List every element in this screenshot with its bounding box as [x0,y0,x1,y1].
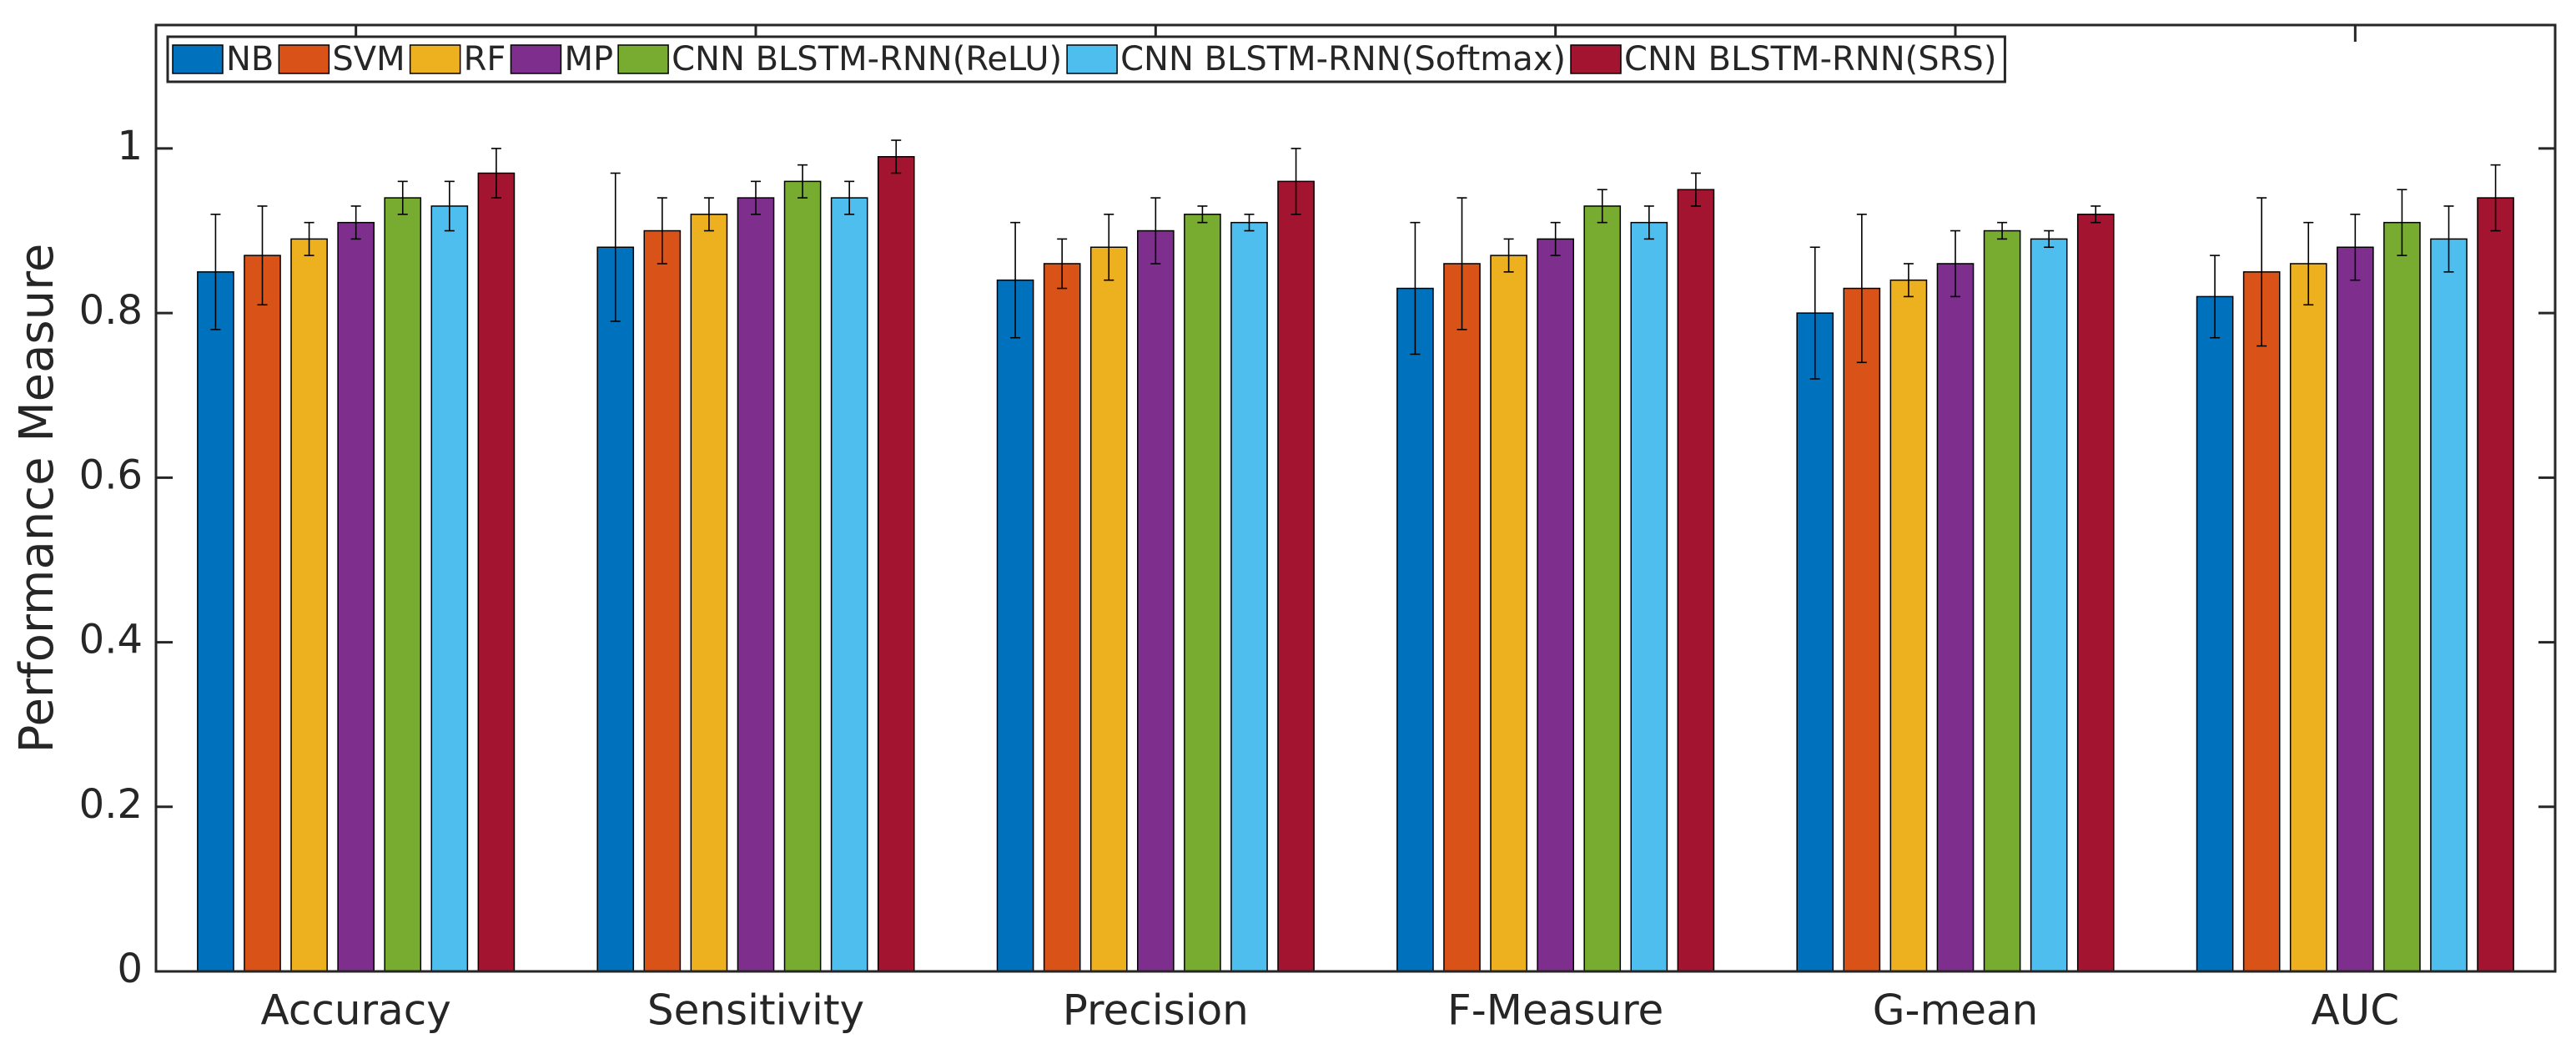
x-tick-label: Precision [1063,986,1249,1035]
bar [1230,221,1268,972]
legend-swatch [510,44,562,74]
legend-swatch [1066,44,1118,74]
bar [244,255,281,972]
legend-swatch [617,44,669,74]
bar [1490,255,1527,972]
bar [1137,229,1175,972]
bar [1443,263,1481,972]
bar [197,271,234,972]
bar [690,214,728,972]
bar [1843,287,1881,972]
x-tick-label: G-mean [1873,986,2039,1035]
bar [290,238,328,972]
legend-label: CNN BLSTM-RNN(ReLU) [672,40,1062,78]
bar [2289,263,2327,972]
bar [1583,205,1622,972]
bar [1889,279,1928,972]
bar [337,221,375,972]
bar [1396,287,1434,972]
y-tick-label: 0.4 [79,617,143,663]
bar [384,197,422,972]
y-tick-label: 1 [117,123,143,169]
bar [737,197,775,972]
bar [1184,214,1221,972]
bar [996,279,1034,972]
bar [1983,229,2021,972]
bar [2337,246,2374,972]
bar [596,246,635,972]
bar [2196,295,2234,972]
plot-frame [154,23,2557,973]
x-tick-label: AUC [2311,986,2399,1035]
legend-swatch [409,44,461,74]
bar [1796,312,1834,972]
y-tick-label: 0.8 [79,287,143,334]
bar [1089,246,1128,972]
bar [2030,238,2068,972]
bar [2477,197,2514,972]
legend-label: SVM [332,40,405,78]
legend-swatch [172,44,224,74]
legend-label: RF [464,40,506,78]
bar [2430,238,2468,972]
bar [2242,271,2281,972]
bar [1043,263,1081,972]
bar [1277,180,1315,972]
bar [477,172,516,972]
legend-label: CNN BLSTM-RNN(Softmax) [1120,40,1566,78]
bar [2383,221,2421,972]
y-tick-label: 0.2 [79,781,143,828]
bar [1630,221,1668,972]
bar [1537,238,1574,972]
legend-label: CNN BLSTM-RNN(SRS) [1624,40,1996,78]
y-axis-label: Performance Measure [10,244,64,754]
bar [877,156,915,972]
x-tick-label: F-Measure [1447,986,1663,1035]
legend-swatch [278,44,330,74]
x-tick-label: Accuracy [261,986,451,1035]
bar [783,180,822,972]
y-tick-label: 0.6 [79,451,143,498]
bar [1936,263,1975,972]
bar [430,205,469,972]
bar [2076,214,2115,972]
legend-label: MP [564,40,613,78]
bar [830,197,868,972]
x-tick-label: Sensitivity [647,986,864,1035]
legend: NB SVM RF MP CNN BLSTM-RNN(ReLU) CNN BLSTM-RN… [166,35,2006,83]
bar [643,229,682,972]
legend-swatch [1570,44,1622,74]
bar [1677,189,1715,972]
legend-label: NB [226,40,274,78]
y-tick-label: 0 [117,946,143,992]
